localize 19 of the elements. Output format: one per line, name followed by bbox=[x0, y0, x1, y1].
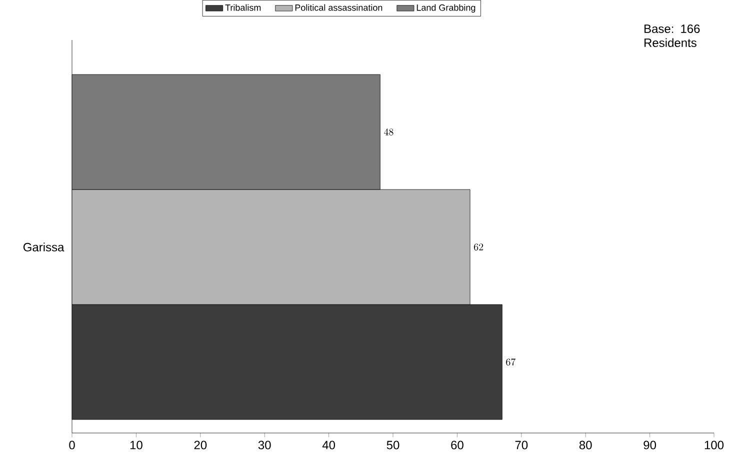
x-tick-label: 50 bbox=[386, 440, 400, 450]
x-tick-label: 80 bbox=[579, 440, 592, 450]
legend-label: Tribalism bbox=[225, 4, 261, 11]
x-tick-label: 40 bbox=[322, 440, 336, 450]
x-tick-label: 90 bbox=[644, 440, 656, 450]
data-label: 48 bbox=[384, 128, 394, 136]
x-tick-label: 30 bbox=[258, 440, 271, 450]
annotation: Base: 166 Residents bbox=[644, 24, 700, 48]
x-tick-label: 70 bbox=[515, 440, 528, 450]
x-tick-label: 100 bbox=[704, 440, 724, 450]
x-tick-label: 10 bbox=[130, 440, 142, 450]
x-tick-label: 20 bbox=[194, 440, 207, 450]
x-tick-label: 0 bbox=[69, 440, 75, 450]
legend-label: Land Grabbing bbox=[416, 4, 476, 13]
legend-label: Political assassination bbox=[295, 4, 382, 11]
x-tick-label: 60 bbox=[451, 440, 464, 450]
data-label: 67 bbox=[506, 358, 516, 366]
data-label: 62 bbox=[474, 244, 484, 250]
y-tick-label: Garissa bbox=[23, 242, 64, 252]
